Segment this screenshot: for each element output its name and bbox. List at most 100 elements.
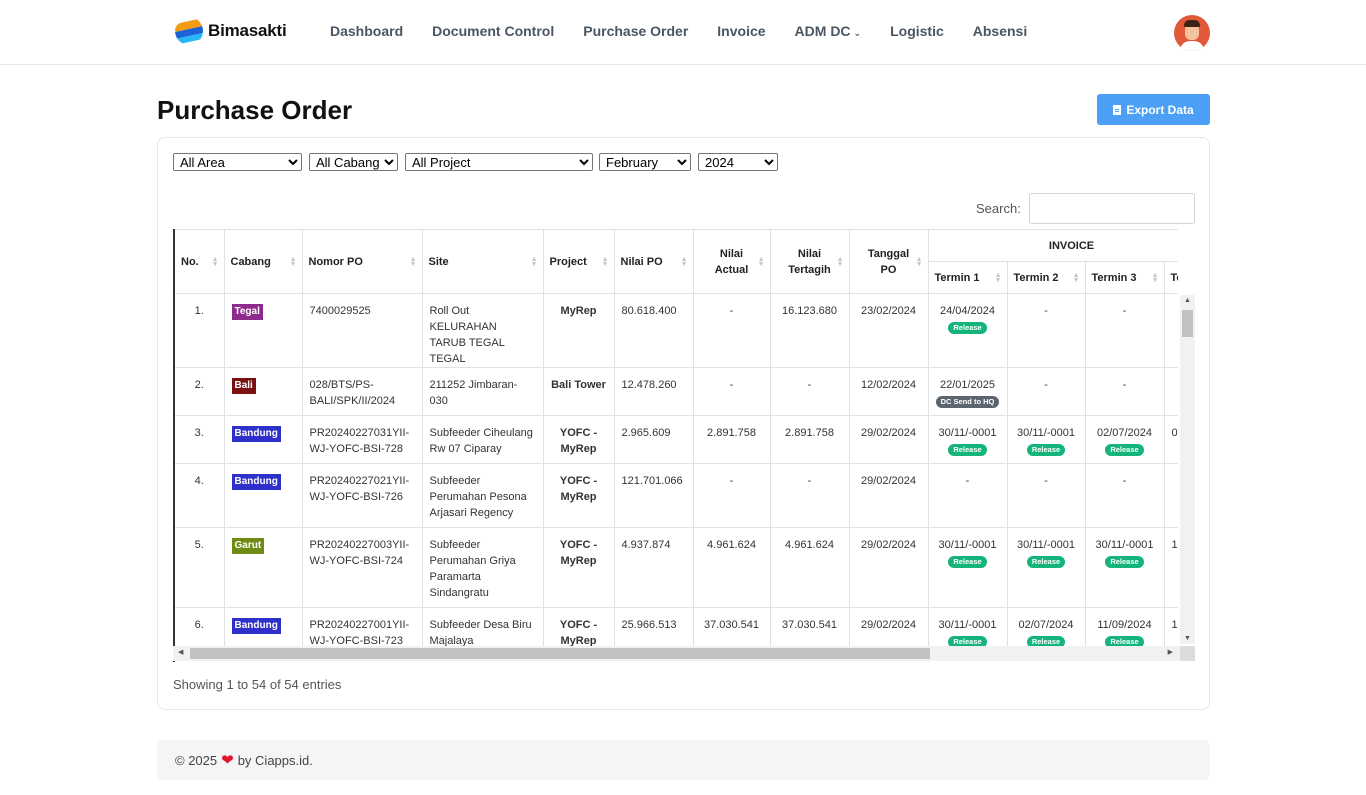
brand[interactable]: Bimasakti [175, 17, 287, 45]
cell-termin-3: 30/11/-0001 Release [1084, 527, 1165, 608]
horizontal-scrollbar[interactable]: ◀ ▶ [173, 646, 1180, 661]
cell-termin-4 [1163, 463, 1178, 528]
cell-nilai-actual: - [692, 367, 771, 416]
cell-nilai-tertagih: - [769, 463, 850, 528]
col-tanggal-po[interactable]: Tanggal PO ▲ ▼ [848, 229, 929, 294]
col-nilai-po[interactable]: Nilai PO ▲ ▼ [613, 229, 694, 294]
col-no[interactable]: No. ▲ ▼ [173, 229, 225, 294]
cell-termin-4 [1163, 367, 1178, 416]
purchase-order-card: All Area All Cabang All Project February… [157, 137, 1210, 710]
termin-date: 30/11/-0001 [1017, 427, 1075, 439]
table-row: 4. Bandung PR20240227021YII-WJ-YOFC-BSI-72… [173, 463, 1178, 528]
table-row: 2. Bali 028/BTS/PS-BALI/SPK/II/2024 211252 … [173, 367, 1178, 416]
cell-project: YOFC - MyRep [542, 527, 615, 608]
cell-site: 211252 Jimbaran-030 [421, 367, 544, 416]
status-badge: Release [1026, 444, 1066, 456]
status-badge: Release [1105, 636, 1144, 648]
cabang-badge: Bandung [231, 618, 281, 634]
entries-info: Showing 1 to 54 of 54 entries [173, 677, 342, 692]
cell-termin-2: - [1006, 367, 1086, 416]
col-nilai-tertagih[interactable]: Nilai Tertagih ▲ ▼ [769, 229, 850, 294]
col-termin-2[interactable]: Termin 2 ▲ ▼ [1006, 261, 1086, 294]
cell-nilai-po: 4.937.874 [613, 527, 694, 608]
termin-date: - [1044, 475, 1048, 487]
col-nilai-actual[interactable]: Nilai Actual ▲ ▼ [692, 229, 771, 294]
cell-site: Roll Out KELURAHAN TARUB TEGAL TEGAL [421, 293, 544, 368]
cabang-filter-select[interactable]: All Cabang [309, 153, 398, 171]
cell-nilai-tertagih: - [769, 367, 850, 416]
month-filter-select[interactable]: February [599, 153, 691, 171]
col-termin-4[interactable]: Te [1163, 261, 1178, 294]
table-body: 1. Tegal 7400029525 Roll Out KELURAHAN TARU… [173, 293, 1178, 662]
brand-name: Bimasakti [208, 21, 287, 40]
sort-icon: ▲ ▼ [680, 255, 688, 268]
search-input[interactable] [1029, 193, 1195, 224]
footer-copyright: © 2025 [175, 753, 218, 768]
sort-icon: ▲ ▼ [1072, 271, 1080, 284]
col-tanggal-po-label: Tanggal PO [867, 247, 910, 276]
termin-date: 02/07/2024 [1018, 619, 1074, 631]
nav-purchase-order[interactable]: Purchase Order [583, 23, 689, 39]
col-cabang[interactable]: Cabang ▲ ▼ [223, 229, 303, 294]
cell-nomor-po: 028/BTS/PS-BALI/SPK/II/2024 [301, 367, 423, 416]
col-project[interactable]: Project ▲ ▼ [542, 229, 615, 294]
cell-cabang: Tegal [223, 293, 303, 368]
scroll-up-icon[interactable]: ▲ [1184, 297, 1191, 304]
export-data-label: Export Data [1126, 102, 1194, 117]
cell-nilai-tertagih: 4.961.624 [769, 527, 850, 608]
termin-date: 30/11/-0001 [1095, 539, 1154, 551]
cell-termin-1: 22/01/2025 DC Send to HQ [927, 367, 1008, 416]
table-row: 3. Bandung PR20240227031YII-WJ-YOFC-BSI-72… [173, 415, 1178, 464]
chevron-down-icon: ⌄ [853, 28, 862, 38]
scroll-left-icon[interactable]: ◀ [178, 649, 184, 656]
col-cabang-label: Cabang [230, 255, 271, 268]
col-termin-3[interactable]: Termin 3 ▲ ▼ [1084, 261, 1165, 294]
nav-document-control[interactable]: Document Control [432, 23, 555, 39]
cell-nilai-actual: - [692, 293, 771, 368]
vertical-scroll-thumb[interactable] [1182, 310, 1193, 337]
project-filter-select[interactable]: All Project [405, 153, 593, 171]
col-termin-1[interactable]: Termin 1 ▲ ▼ [927, 261, 1008, 294]
sort-icon: ▲ ▼ [757, 255, 765, 268]
vertical-scrollbar[interactable]: ▲ ▼ [1180, 295, 1195, 644]
cabang-badge: Garut [231, 538, 265, 554]
nav-absensi[interactable]: Absensi [972, 23, 1028, 39]
termin-date: 30/11/-0001 [938, 427, 997, 439]
year-filter-select[interactable]: 2024 [698, 153, 778, 171]
export-data-button[interactable]: Export Data [1097, 94, 1210, 125]
nav-logistic[interactable]: Logistic [890, 23, 944, 39]
scroll-down-icon[interactable]: ▼ [1184, 635, 1191, 642]
cell-nilai-po: 121.701.066 [613, 463, 694, 528]
area-filter-select[interactable]: All Area [173, 153, 302, 171]
col-nomor-po[interactable]: Nomor PO ▲ ▼ [301, 229, 423, 294]
nav-adm-dc[interactable]: ADM DC ⌄ [795, 23, 862, 39]
nav-invoice[interactable]: Invoice [717, 23, 766, 39]
sort-icon: ▲ ▼ [289, 255, 297, 268]
footer: © 2025 ❤ by Ciapps.id. [157, 740, 1210, 780]
table-row: 5. Garut PR20240227003YII-WJ-YOFC-BSI-724 S… [173, 527, 1178, 608]
cell-project: YOFC - MyRep [542, 415, 615, 464]
cell-nilai-actual: 4.961.624 [692, 527, 771, 608]
cell-nomor-po: PR20240227031YII-WJ-YOFC-BSI-728 [301, 415, 423, 464]
cell-termin-3: 02/07/2024 Release [1084, 415, 1165, 464]
horizontal-scroll-thumb[interactable] [190, 648, 930, 659]
termin-date: 30/11/-0001 [1017, 539, 1075, 551]
col-termin-3-label: Termin 3 [1091, 271, 1137, 284]
col-site[interactable]: Site ▲ ▼ [421, 229, 544, 294]
file-icon [1113, 104, 1122, 115]
sort-icon: ▲ ▼ [836, 255, 844, 268]
cell-cabang: Bandung [223, 415, 303, 464]
cell-no: 3. [173, 415, 225, 464]
nav-dashboard[interactable]: Dashboard [330, 23, 404, 39]
sort-icon: ▲ ▼ [994, 271, 1002, 284]
scroll-right-icon[interactable]: ▶ [1167, 649, 1173, 656]
cell-no: 4. [173, 463, 225, 528]
sort-icon: ▲ ▼ [530, 255, 538, 268]
user-avatar[interactable] [1174, 15, 1210, 51]
termin-date: - [1044, 305, 1048, 317]
cell-project: YOFC - MyRep [542, 463, 615, 528]
brand-logo-icon [175, 17, 203, 45]
cell-nilai-tertagih: 2.891.758 [769, 415, 850, 464]
sort-icon: ▲ ▼ [601, 255, 609, 268]
status-badge: Release [948, 444, 987, 456]
